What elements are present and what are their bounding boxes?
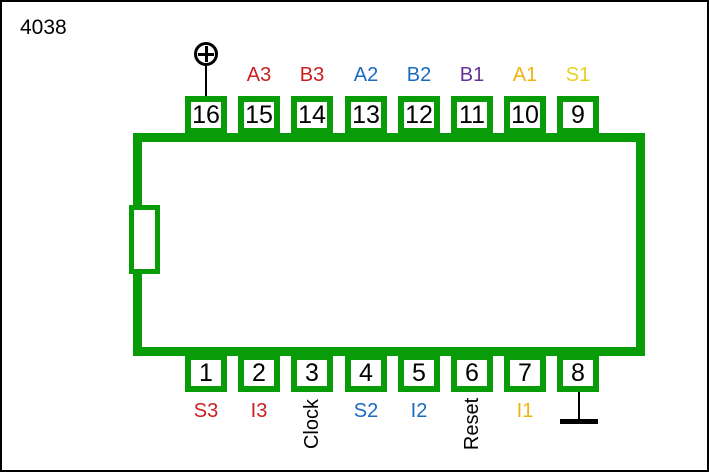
ground-icon <box>560 419 598 424</box>
pin-16: 16 <box>185 96 227 134</box>
plus-vertical-stroke <box>204 46 208 62</box>
pin-4-number: 4 <box>359 359 373 387</box>
pin-10-label: A1 <box>512 64 538 86</box>
pin-1: 1 <box>185 354 227 392</box>
pin-8-number: 8 <box>571 359 585 387</box>
pin-8: 8 <box>557 354 599 392</box>
power-wire <box>205 64 207 96</box>
pin-9-label: S1 <box>565 64 591 86</box>
pin-6-label: Reset <box>461 397 483 451</box>
pin-11-number: 11 <box>459 101 485 129</box>
pin-5-label: I2 <box>410 400 428 422</box>
pin-14: 14 <box>291 96 333 134</box>
pin1-notch <box>129 205 160 274</box>
pin-5: 5 <box>398 354 440 392</box>
pin-13-number: 13 <box>352 101 380 129</box>
pin-4-label: S2 <box>353 400 379 422</box>
pin-14-number: 14 <box>298 101 326 129</box>
pin-1-number: 1 <box>199 359 213 387</box>
pin-12: 12 <box>398 96 440 134</box>
power-positive-icon <box>194 42 218 66</box>
ground-wire <box>578 392 580 421</box>
pin-6-number: 6 <box>465 359 479 387</box>
chip-title: 4038 <box>20 16 67 39</box>
pin-7-label: I1 <box>516 400 534 422</box>
pin-11: 11 <box>451 96 493 134</box>
pin-7-number: 7 <box>518 359 532 387</box>
pin-16-number: 16 <box>192 101 220 129</box>
pin-13: 13 <box>345 96 387 134</box>
pin-12-number: 12 <box>405 101 433 129</box>
pin-3-label: Clock <box>301 399 323 450</box>
pin-9-number: 9 <box>571 101 585 129</box>
pin-2: 2 <box>238 354 280 392</box>
pin-10-number: 10 <box>511 101 539 129</box>
pin-5-number: 5 <box>412 359 426 387</box>
pin-3-number: 3 <box>305 359 319 387</box>
pin-11-label: B1 <box>459 64 485 86</box>
pin-2-number: 2 <box>252 359 266 387</box>
pin-13-label: A2 <box>353 64 379 86</box>
pin-1-label: S3 <box>193 400 219 422</box>
ic-body <box>133 133 645 356</box>
pin-14-label: B3 <box>299 64 325 86</box>
pin-4: 4 <box>345 354 387 392</box>
pin-7: 7 <box>504 354 546 392</box>
pin-15: 15 <box>238 96 280 134</box>
pin-15-number: 15 <box>245 101 273 129</box>
pin-15-label: A3 <box>246 64 272 86</box>
pin-10: 10 <box>504 96 546 134</box>
pin-3: 3 <box>291 354 333 392</box>
pin-12-label: B2 <box>406 64 432 86</box>
pin-2-label: I3 <box>250 400 268 422</box>
pin-6: 6 <box>451 354 493 392</box>
pin-9: 9 <box>557 96 599 134</box>
